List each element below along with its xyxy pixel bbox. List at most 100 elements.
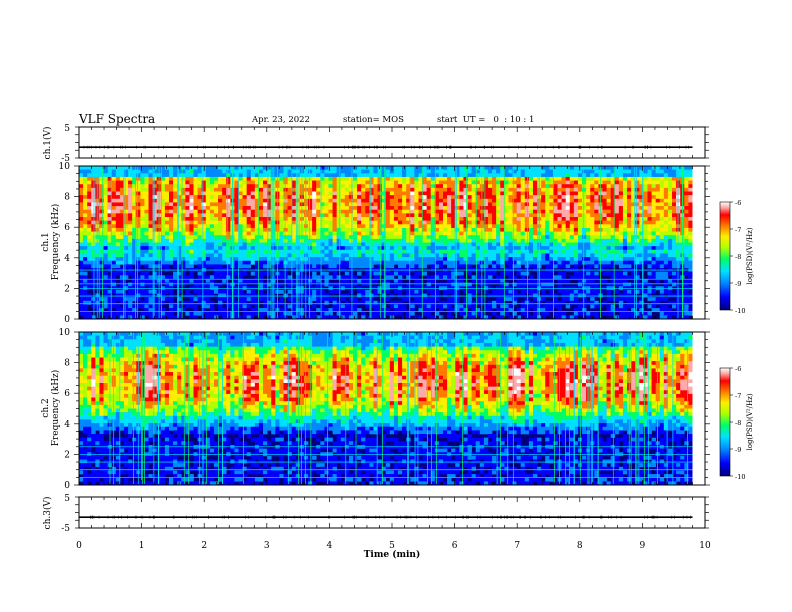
spectrogram-cell — [291, 213, 297, 218]
spectrogram-cell — [271, 246, 276, 251]
spectrogram-cell — [312, 289, 317, 294]
spectrogram-cell — [79, 249, 84, 254]
spectrogram-cell — [532, 242, 538, 247]
spectrogram-cell — [438, 169, 444, 174]
spectrogram-cell — [91, 235, 96, 240]
spectrogram-cell — [393, 311, 399, 316]
spectrogram-cell — [492, 184, 497, 189]
spectrogram-cell — [520, 308, 526, 313]
spectrogram-cell — [312, 184, 317, 189]
spectrogram-cell — [254, 224, 260, 229]
spectrogram-cell — [185, 227, 190, 232]
spectrogram-cell — [528, 304, 534, 309]
spectrogram-cell — [353, 195, 358, 200]
spectrogram-cell — [553, 191, 558, 196]
spectrogram-cell — [218, 242, 223, 247]
spectrogram-cell — [549, 275, 554, 280]
spectrogram-cell — [557, 257, 562, 262]
spectrogram-cell — [312, 187, 317, 192]
spectrogram-cell — [434, 293, 440, 298]
spectrogram-cell — [357, 195, 362, 200]
spectrogram-cell — [132, 231, 137, 236]
spectrogram-cell — [226, 275, 231, 280]
spectrogram-cell — [398, 173, 403, 178]
spectrogram-cell — [614, 202, 620, 207]
spectrogram-cell — [532, 311, 538, 316]
spectrogram-cell — [504, 209, 509, 214]
spectrogram-cell — [140, 195, 145, 200]
spectrogram-cell — [173, 224, 178, 229]
spectrogram-cell — [438, 173, 444, 178]
spectrogram-cell — [471, 300, 477, 305]
spectrogram-cell — [524, 260, 530, 265]
spectrogram-cell — [418, 235, 423, 240]
spectrogram-cell — [586, 173, 591, 178]
spectrogram-cell — [467, 176, 472, 181]
spectrogram-cell — [79, 275, 84, 280]
spectrogram-cell — [99, 264, 104, 269]
spectrogram-cell — [287, 220, 292, 225]
spectrogram-cell — [119, 253, 125, 258]
spectrogram-cell — [115, 264, 121, 269]
spectrogram-cell — [389, 198, 395, 203]
spectrogram-cell — [582, 169, 587, 174]
spectrogram-cell — [606, 220, 611, 225]
spectrogram-cell — [136, 217, 141, 221]
spectrogram-cell — [136, 209, 141, 214]
spectrogram-cell — [320, 315, 325, 320]
spectrogram-cell — [115, 169, 121, 174]
spectrogram-cell — [177, 198, 182, 203]
spectrogram-cell — [83, 209, 88, 214]
spectrogram-cell — [586, 289, 591, 294]
spectrogram-cell — [614, 249, 620, 254]
spectrogram-cell — [258, 202, 264, 207]
spectrogram-cell — [475, 224, 481, 229]
spectrogram-cell — [140, 278, 145, 283]
spectrogram-cell — [508, 173, 513, 178]
spectrogram-cell — [291, 235, 297, 240]
spectrogram-cell — [177, 169, 182, 174]
spectrogram-cell — [463, 198, 468, 203]
spectrogram-cell — [287, 173, 292, 178]
spectrogram-cell — [344, 275, 350, 280]
spectrogram-cell — [508, 246, 513, 251]
spectrogram-cell — [577, 198, 583, 203]
spectrogram-cell — [148, 227, 153, 232]
spectrogram-cell — [594, 253, 599, 258]
spectrogram-cell — [451, 209, 456, 214]
spectrogram-cell — [168, 300, 174, 305]
spectrogram-cell — [463, 206, 468, 211]
spectrogram-cell — [291, 300, 297, 305]
spectrogram-cell — [471, 195, 477, 200]
spectrogram-cell — [463, 169, 468, 174]
spectrogram-cell — [107, 235, 113, 240]
spectrogram-cell — [87, 169, 92, 174]
spectrogram-cell — [128, 297, 133, 302]
spectrogram-cell — [115, 308, 121, 313]
spectrogram-cell — [295, 238, 301, 243]
spectrogram-cell — [414, 260, 419, 265]
spectrogram-cell — [496, 191, 501, 196]
spectrogram-cell — [353, 311, 358, 316]
spectrogram-cell — [594, 198, 599, 203]
spectrogram-cell — [361, 224, 366, 229]
spectrogram-cell — [586, 249, 591, 254]
spectrogram-cell — [573, 176, 579, 181]
spectrogram-cell — [500, 297, 505, 302]
spectrogram-cell — [91, 275, 96, 280]
spectrogram-cell — [209, 180, 215, 185]
spectrogram-cell — [582, 191, 587, 196]
spectrogram-cell — [287, 184, 292, 189]
spectrogram-cell — [393, 253, 399, 258]
spectrogram-cell — [197, 184, 202, 189]
spectrogram-cell — [451, 308, 456, 313]
spectrogram-cell — [312, 231, 317, 236]
spectrogram-cell — [410, 249, 415, 254]
spectrogram-cell — [426, 217, 432, 221]
spectrogram-cell — [381, 227, 387, 232]
spectrogram-cell — [430, 176, 436, 181]
spectrogram-cell — [263, 176, 268, 181]
spectrogram-cell — [557, 238, 562, 243]
spectrogram-cell — [226, 235, 231, 240]
spectrogram-cell — [201, 195, 207, 200]
